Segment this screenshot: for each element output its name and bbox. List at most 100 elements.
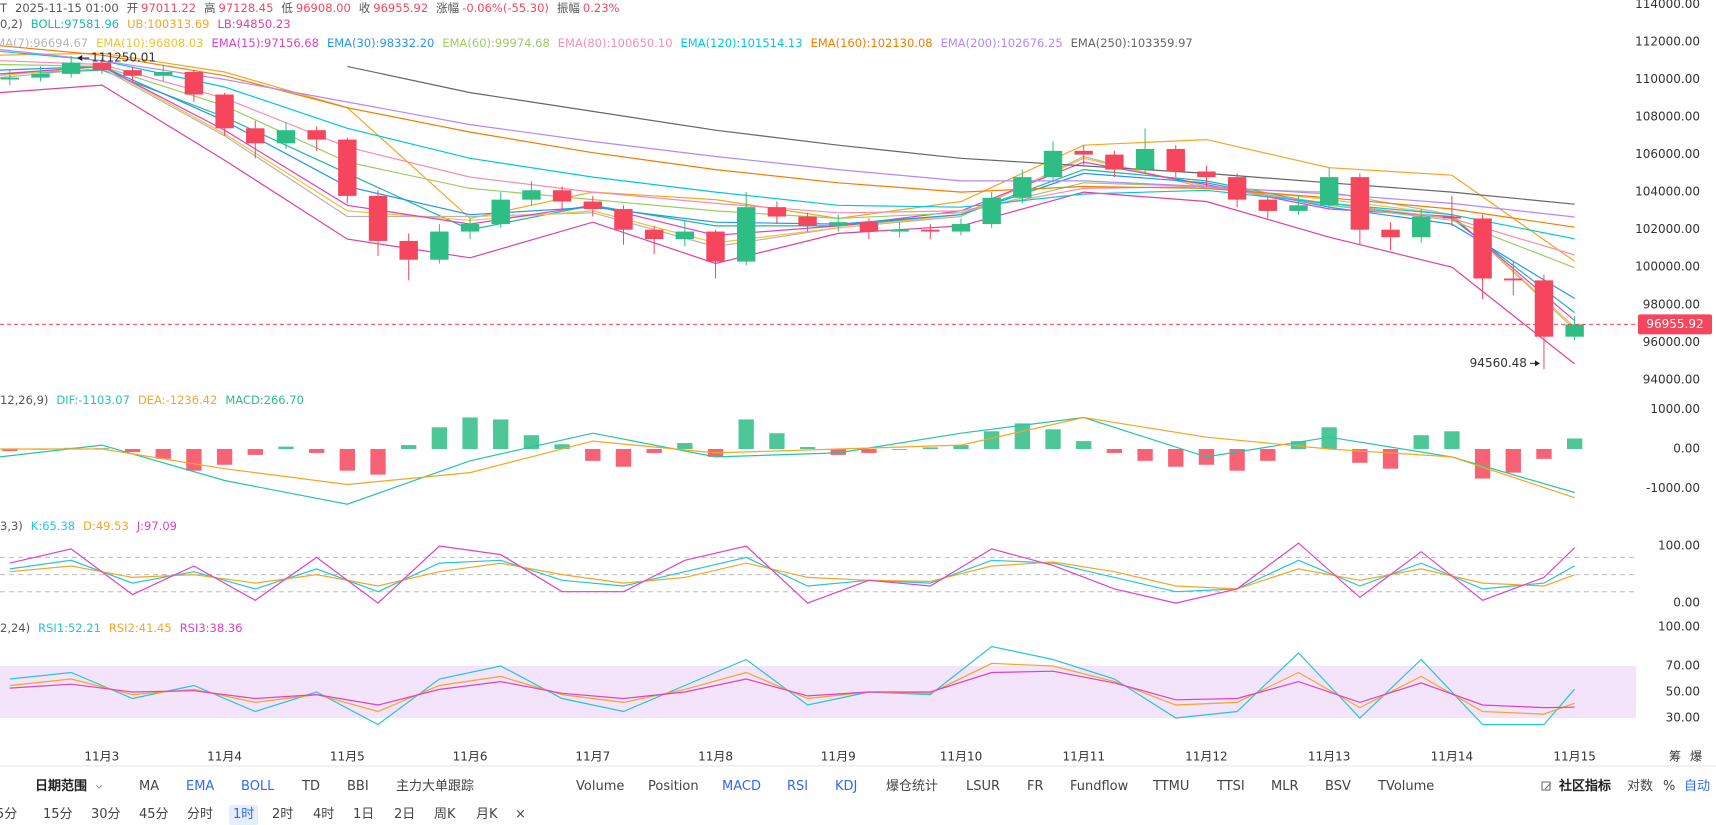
toolbar-button[interactable]: Fundflow <box>1070 779 1129 794</box>
toolbar-button[interactable]: FR <box>1027 779 1044 794</box>
side-label: 爆 <box>1690 750 1702 764</box>
toolbar-button[interactable]: TVolume <box>1378 779 1435 794</box>
header-value: -0.06%(-55.30) <box>462 1 549 15</box>
toolbar-button[interactable]: 爆仓统计 <box>886 779 939 794</box>
toolbar-button[interactable]: 主力大单跟踪 <box>396 779 475 794</box>
legend-item: MACD:266.70 <box>225 393 304 407</box>
toolbar-button[interactable]: 月K <box>476 807 498 822</box>
candle-body <box>552 190 572 202</box>
y-tick-label: 100.00 <box>1658 620 1700 634</box>
legend-item: RSI2:41.45 <box>108 621 172 635</box>
toolbar-button[interactable]: TTMU <box>1153 779 1190 794</box>
candle-body <box>583 201 602 210</box>
candle-body <box>1227 177 1247 200</box>
candle-body <box>276 130 296 144</box>
candle-body <box>951 224 971 232</box>
macd-bar <box>953 445 969 449</box>
header-value: 97128.45 <box>218 1 274 15</box>
candle-body <box>614 209 633 230</box>
toolbar-button[interactable]: 周K <box>434 807 456 822</box>
toolbar-button[interactable]: % <box>1663 779 1676 794</box>
legend-item: RSI3:38.36 <box>179 621 243 635</box>
panel: 100.00 70.00 50.00 30.00 11月3 11月4 11月5 11月6 11月… <box>0 620 1700 764</box>
macd-bar <box>1566 438 1583 449</box>
toolbar-button[interactable]: BBI <box>347 779 369 794</box>
panel: 100.00 0.00 <box>0 539 1700 610</box>
toolbar-button[interactable]: 1日 <box>353 807 375 822</box>
indicator-line <box>0 63 1575 269</box>
candle-body <box>61 62 81 74</box>
y-tick-label: 96000.00 <box>1643 335 1700 349</box>
legend-item: EMA(30):98332.20 <box>326 36 435 50</box>
toolbar-button[interactable]: Position <box>648 779 699 794</box>
indicator-line <box>9 561 1575 590</box>
toolbar-button[interactable]: 对数 <box>1627 779 1654 794</box>
toolbar-button[interactable]: LSUR <box>966 779 1001 794</box>
macd-bar <box>1137 448 1153 461</box>
macd-bar <box>339 448 355 471</box>
chart-canvas: 94000.00 96000.00 98000.00 100000.00 102000.… <box>0 0 1716 767</box>
toolbar-button[interactable]: MA <box>139 779 160 794</box>
header-label: 振幅 <box>556 1 580 15</box>
y-tick-label: 1000.00 <box>1650 402 1700 416</box>
toolbar-button[interactable]: 1时 <box>229 805 259 825</box>
toolbar-button[interactable]: MLR <box>1271 779 1299 794</box>
toolbar-button[interactable]: MACD <box>722 779 761 794</box>
toolbar-button[interactable]: BSV <box>1325 779 1351 794</box>
header-value: 96955.92 <box>373 1 429 15</box>
candle-body <box>123 70 142 76</box>
macd-bar <box>1168 448 1184 467</box>
legend-item: EMA(7):96694.67 <box>0 36 89 50</box>
legend-item: J:97.09 <box>136 519 177 533</box>
toolbar-button[interactable]: 社区指标 <box>1559 779 1612 794</box>
macd-bar <box>1382 448 1399 469</box>
toolbar-button[interactable]: TD <box>302 779 320 794</box>
macd-bar <box>1106 448 1123 453</box>
toolbar-button[interactable]: TTSI <box>1217 779 1245 794</box>
candle-body <box>1504 278 1523 281</box>
toolbar-button[interactable]: 4时 <box>313 807 335 822</box>
toolbar-button[interactable]: 30分 <box>91 807 121 822</box>
y-tick-label: 98000.00 <box>1643 297 1700 311</box>
x-tick-label: 11月15 <box>1553 750 1596 764</box>
macd-bar <box>615 448 632 467</box>
candle-body <box>706 231 725 262</box>
toolbar-button[interactable]: BOLL <box>241 779 275 794</box>
toolbar-button[interactable]: Volume <box>576 779 625 794</box>
indicator-line <box>9 542 1576 604</box>
macd-bar <box>830 448 846 455</box>
legend-row: 12,26,9) DIF:-1103.07 DEA:-1236.42 MACD:266… <box>0 392 312 408</box>
indicator-line <box>0 67 1576 330</box>
macd-bar <box>1321 427 1337 449</box>
macd-bar <box>493 419 509 449</box>
candle-body <box>1043 150 1063 178</box>
macd-bar <box>155 448 171 459</box>
candle-body <box>798 216 817 226</box>
candle-body <box>1534 280 1554 337</box>
toolbar-button[interactable]: 5分 <box>0 807 18 822</box>
macd-bar <box>554 444 570 449</box>
indicator-line <box>0 48 1575 218</box>
toolbar-button[interactable]: 分时 <box>187 807 214 822</box>
annotation-arrowhead <box>77 55 83 62</box>
toolbar-button[interactable]: 日期范围 <box>35 779 88 794</box>
indicator-line <box>347 65 1575 205</box>
toolbar-button[interactable]: RSI <box>787 779 809 794</box>
toolbar-button[interactable]: 45分 <box>139 807 169 822</box>
toolbar-button[interactable]: 15分 <box>43 807 73 822</box>
macd-bar <box>677 443 693 449</box>
candle-body <box>1166 148 1185 172</box>
candle-body <box>215 94 234 129</box>
legend-item: EMA(160):102130.08 <box>810 36 933 50</box>
macd-bar <box>1505 448 1521 473</box>
toolbar-button[interactable]: 2日 <box>394 807 416 822</box>
toolbar-button[interactable]: 2时 <box>272 807 294 822</box>
y-tick-label: 110000.00 <box>1635 72 1700 86</box>
toolbar-button[interactable]: KDJ <box>835 779 858 794</box>
candle-body <box>0 77 20 80</box>
indicator-line <box>0 65 1576 328</box>
toolbar-button[interactable]: 自动 <box>1684 779 1711 794</box>
toolbar-button[interactable]: EMA <box>186 779 215 794</box>
candle-body <box>184 71 204 95</box>
toolbar-button[interactable]: × <box>515 807 526 822</box>
